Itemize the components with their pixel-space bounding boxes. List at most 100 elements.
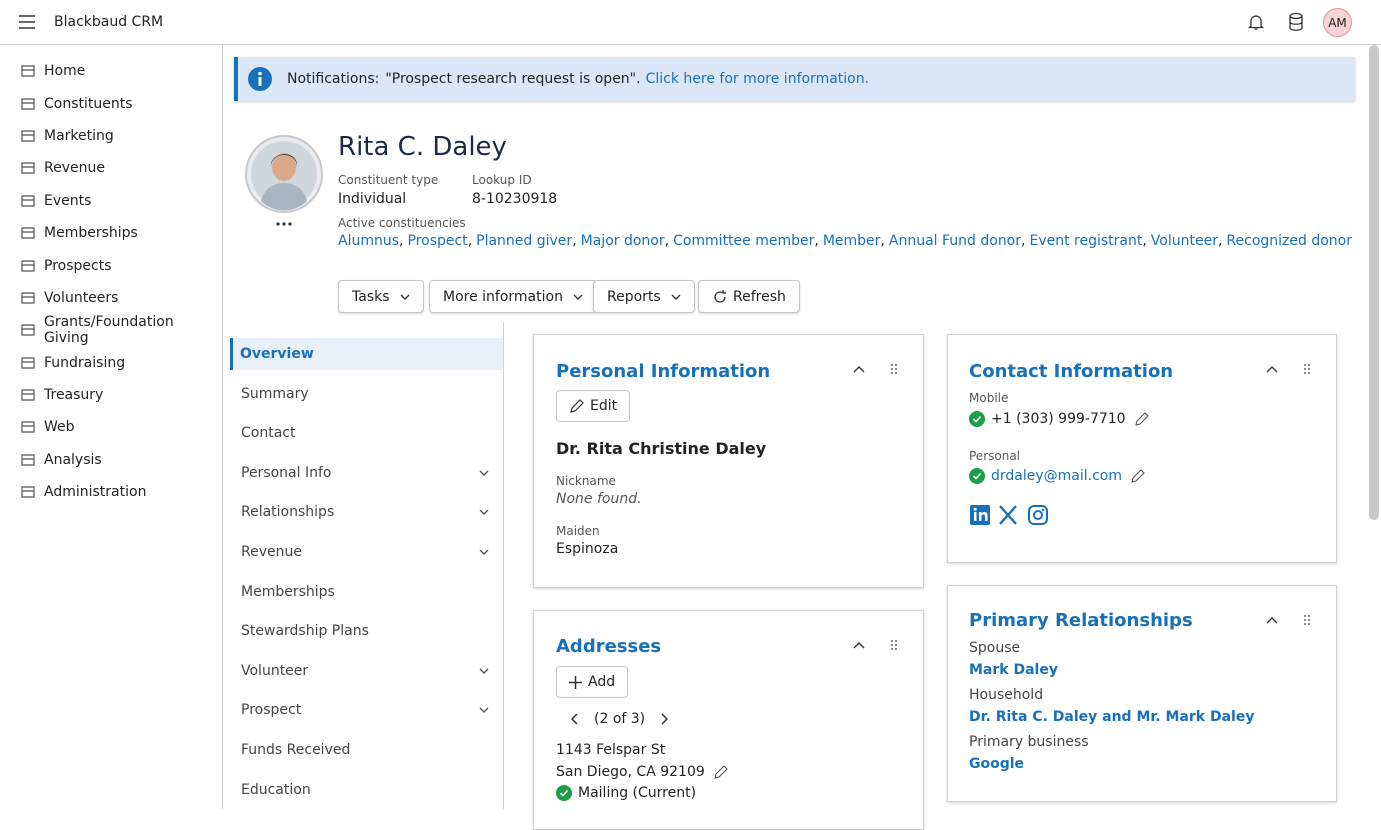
chevron [479, 707, 489, 714]
info-icon [248, 67, 272, 91]
rel-value[interactable]: Dr. Rita C. Daley and Mr. Mark Daley [969, 709, 1255, 725]
nav-item[interactable]: Fundraising [0, 347, 222, 379]
scrollbar[interactable] [1369, 45, 1379, 520]
nav-label: Treasury [44, 387, 104, 404]
nav-item[interactable]: Revenue [0, 152, 222, 184]
nav-item[interactable]: Volunteers [0, 282, 222, 314]
constituency-link[interactable]: Member [822, 233, 881, 249]
notification-banner: Notifications: "Prospect research reques… [234, 57, 1355, 101]
constituency-link[interactable]: Prospect [407, 233, 468, 249]
rel-value[interactable]: Google [969, 756, 1025, 772]
social-icons[interactable] [969, 504, 1051, 526]
nav-icon [21, 259, 35, 272]
nav-label: Memberships [44, 225, 138, 242]
database-icon[interactable] [1287, 12, 1305, 32]
rel-value[interactable]: Mark Daley [969, 662, 1058, 678]
nav-item[interactable]: Home [0, 55, 222, 87]
top-bar: Blackbaud CRM AM [0, 0, 1381, 45]
tab-label: Contact [241, 425, 296, 442]
nav-item[interactable]: Constituents [0, 87, 222, 119]
personal-card: Personal Information Edit Dr. Rita Chris… [533, 334, 924, 588]
tab[interactable]: Personal Info [230, 457, 503, 489]
tab[interactable]: Revenue [230, 536, 503, 568]
user-avatar[interactable]: AM [1323, 8, 1352, 37]
phone-row: +1 (303) 999-7710 [969, 411, 1149, 427]
tab[interactable]: Summary [230, 378, 503, 410]
reports-button[interactable]: Reports [593, 280, 695, 313]
tab[interactable]: Contact [230, 417, 503, 449]
separator: , [572, 233, 577, 249]
next-icon[interactable] [661, 713, 669, 725]
constituency-link[interactable]: Annual Fund donor [888, 233, 1022, 249]
email[interactable]: drdaley@mail.com [991, 468, 1122, 484]
nav-item[interactable]: Events [0, 185, 222, 217]
nav-item[interactable]: Administration [0, 476, 222, 508]
nav-item[interactable]: Memberships [0, 217, 222, 249]
nav-item[interactable]: Marketing [0, 120, 222, 152]
check-icon [969, 411, 985, 427]
constituency-link[interactable]: Event registrant [1029, 233, 1143, 249]
bell-icon[interactable] [1247, 13, 1265, 31]
tab[interactable]: Overview [230, 338, 503, 370]
card-controls[interactable] [851, 362, 901, 376]
constituency-link[interactable]: Planned giver [476, 233, 573, 249]
field: Constituent type Individual [338, 173, 438, 207]
card-controls[interactable] [851, 638, 901, 652]
address-line: San Diego, CA 92109 [556, 764, 705, 780]
tab[interactable]: Funds Received [230, 734, 503, 766]
separator: , [1217, 233, 1223, 249]
add-button[interactable]: Add [556, 666, 629, 698]
constituency-link[interactable]: Volunteer [1150, 233, 1218, 249]
card-controls[interactable] [1264, 613, 1314, 627]
card-controls[interactable] [1264, 362, 1314, 376]
nav-list: Home Constituents Marketing Revenue Events Me… [0, 45, 222, 508]
constituent-name: Rita C. Daley [338, 132, 507, 162]
button-label: Reports [607, 288, 661, 305]
tab[interactable]: Stewardship Plans [230, 615, 503, 647]
check-icon [556, 785, 572, 801]
edit-button[interactable]: Edit [556, 390, 631, 422]
field-label: Constituent type [338, 173, 439, 187]
notification-link[interactable]: Click here for more information. [645, 71, 870, 87]
phone: +1 (303) 999-7710 [991, 411, 1126, 427]
more-info-button[interactable]: More information [429, 280, 597, 313]
nav-icon [21, 324, 35, 336]
nav-item[interactable]: Analysis [0, 444, 222, 476]
tab[interactable]: Memberships [230, 576, 503, 608]
nav-item[interactable]: Prospects [0, 249, 222, 281]
constituency-link[interactable]: Committee member [673, 233, 815, 249]
nav-icon [21, 292, 35, 304]
tab-label: Summary [241, 385, 309, 402]
separator: , [880, 233, 885, 249]
tab-label: Prospect [241, 702, 302, 719]
nav-item[interactable]: Web [0, 411, 222, 443]
tasks-button[interactable]: Tasks [338, 280, 424, 313]
rel-label: Household [969, 687, 1044, 703]
constituency-link[interactable]: Major donor [580, 233, 665, 249]
full-name: Dr. Rita Christine Daley [556, 439, 767, 458]
nav-label: Volunteers [44, 289, 119, 306]
pencil-icon[interactable] [713, 764, 728, 780]
nav-item[interactable]: Treasury [0, 379, 222, 411]
nav-item[interactable]: Grants/Foundation Giving [0, 314, 222, 346]
nav-label: Grants/Foundation Giving [44, 314, 174, 347]
tab-label: Overview [240, 346, 314, 362]
notification-label: Notifications: [287, 71, 380, 87]
menu-icon[interactable] [18, 14, 36, 30]
rel-label: Primary business [969, 734, 1089, 750]
refresh-button[interactable]: Refresh [698, 280, 800, 313]
more-icon[interactable] [275, 220, 293, 228]
prev-icon[interactable] [570, 713, 578, 725]
pencil-icon[interactable] [1130, 468, 1145, 484]
constituency-link[interactable]: Recognized donor [1226, 233, 1352, 249]
tab[interactable]: Volunteer [230, 655, 503, 687]
field-label: Personal [969, 449, 1021, 463]
constituency-link[interactable]: Alumnus [338, 233, 400, 249]
tab[interactable]: Prospect [230, 694, 503, 726]
pencil-icon[interactable] [1134, 411, 1149, 427]
field-label: Nickname [556, 474, 616, 488]
tab[interactable]: Education [230, 774, 503, 806]
nav-icon [21, 162, 35, 174]
tab[interactable]: Relationships [230, 496, 503, 528]
nav-label: Marketing [44, 127, 114, 144]
